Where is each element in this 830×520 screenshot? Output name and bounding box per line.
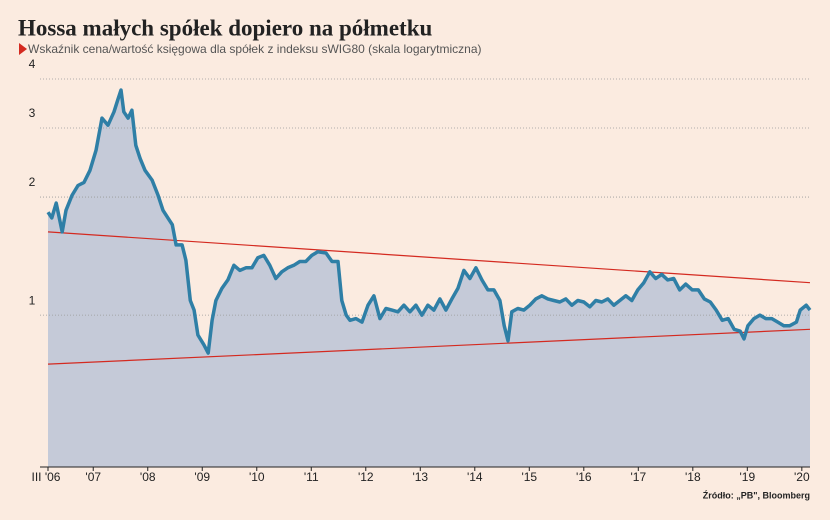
x-tick-label: '19 xyxy=(739,470,755,484)
area xyxy=(48,90,810,467)
x-tick-label: '18 xyxy=(685,470,701,484)
trend-line xyxy=(47,328,811,365)
chart-subtitle: Wskaźnik cena/wartość księgowa dla spółe… xyxy=(28,42,482,56)
x-tick-label: '12 xyxy=(358,470,374,484)
x-tick-label: '15 xyxy=(521,470,537,484)
x-tick-label: '07 xyxy=(85,470,101,484)
x-tick-label: '14 xyxy=(467,470,483,484)
y-tick-label: 3 xyxy=(29,106,36,120)
x-tick-label: '17 xyxy=(630,470,646,484)
x-tick-label: '16 xyxy=(576,470,592,484)
chart-title: Hossa małych spółek dopiero na półmetku xyxy=(18,15,432,40)
subtitle-marker xyxy=(19,43,27,55)
x-tick-label: '08 xyxy=(140,470,156,484)
y-tick-label: 1 xyxy=(29,293,36,307)
y-tick-label: 2 xyxy=(29,175,36,189)
source: Źródło: „PB", Bloomberg xyxy=(703,490,810,500)
x-tick-label: '09 xyxy=(194,470,210,484)
x-tick-label: III '06 xyxy=(32,470,61,484)
x-tick-label: '10 xyxy=(249,470,265,484)
line xyxy=(46,88,812,355)
x-tick-label: '13 xyxy=(412,470,428,484)
y-tick-label: 4 xyxy=(29,57,36,71)
x-tick-label: '11 xyxy=(304,470,319,484)
x-tick-label: '20 xyxy=(794,470,810,484)
